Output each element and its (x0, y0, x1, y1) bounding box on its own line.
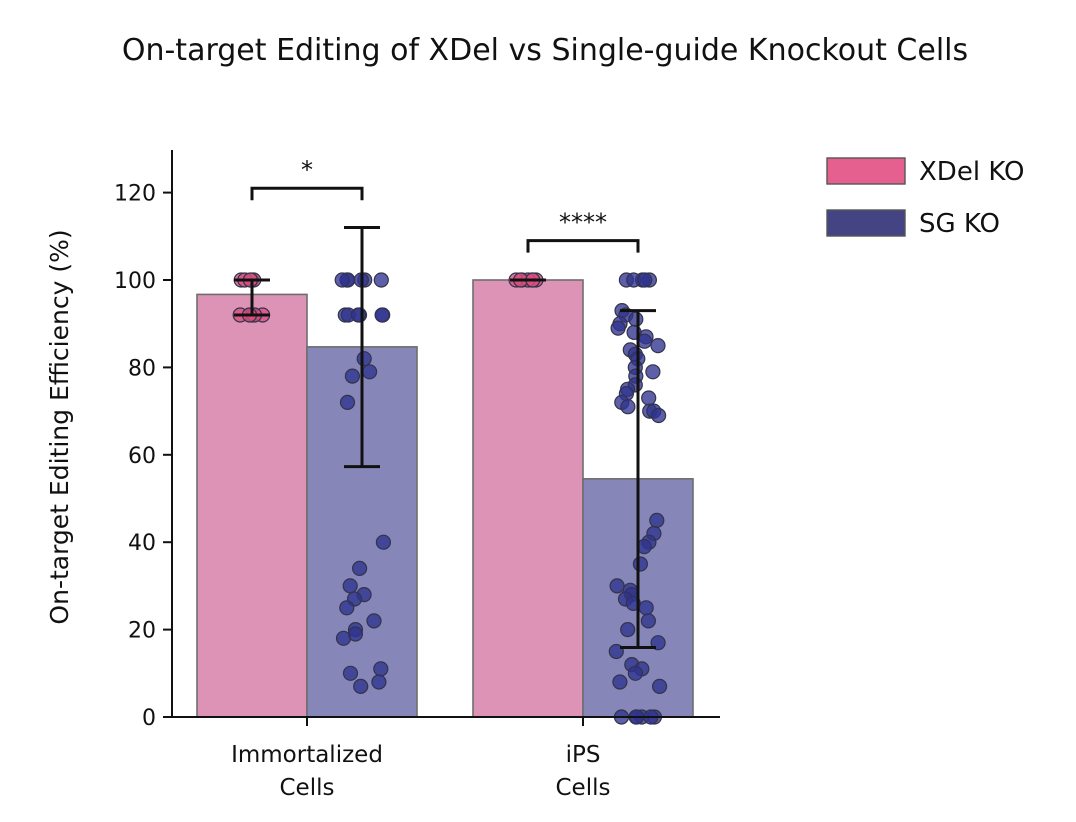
data-point-sg-0-14 (344, 368, 360, 384)
legend-label-xdel: XDel KO (919, 157, 1024, 187)
category-label-1-line2: Cells (556, 775, 611, 801)
y-tick-label-80: 80 (128, 356, 156, 381)
bar-xdel-1 (472, 279, 584, 718)
data-point-sg-0-27 (342, 665, 359, 681)
data-point-sg-0-18 (342, 578, 358, 594)
data-point-sg-0-9 (374, 307, 390, 323)
data-point-sg-1-46 (627, 665, 644, 681)
data-point-sg-1-18 (645, 364, 661, 380)
data-point-sg-0-17 (352, 560, 368, 577)
data-point-sg-1-23 (641, 390, 657, 406)
data-point-sg-1-29 (649, 512, 665, 529)
data-point-sg-1-48 (651, 678, 668, 695)
legend-swatch-sg (826, 209, 906, 237)
category-label-0-line1: Immortalized (231, 742, 383, 768)
data-point-sg-1-25 (620, 399, 636, 415)
significance-bracket-0 (250, 186, 364, 201)
legend: XDel KO SG KO (826, 157, 1024, 239)
legend-swatch-xdel (826, 157, 906, 185)
data-point-sg-0-13 (362, 364, 378, 380)
y-tick-label-120: 120 (114, 182, 156, 207)
data-point-sg-1-28 (650, 407, 667, 424)
y-tick-label-20: 20 (128, 619, 156, 644)
category-label-1-line1: iPS (566, 742, 601, 768)
data-point-sg-1-40 (640, 613, 657, 629)
y-tick-label-40: 40 (128, 531, 156, 556)
data-point-sg-1-47 (612, 674, 628, 690)
data-point-sg-1-43 (608, 643, 624, 660)
significance-label-1: **** (559, 209, 607, 237)
data-point-sg-1-12 (636, 333, 653, 349)
significance-bracket-1 (526, 239, 640, 253)
data-point-sg-0-12 (356, 351, 372, 367)
data-point-sg-1-13 (650, 338, 666, 354)
data-point-sg-1-34 (609, 578, 625, 594)
data-point-sg-0-21 (339, 600, 355, 616)
data-point-sg-0-15 (339, 394, 356, 410)
data-point-sg-0-28 (371, 674, 387, 690)
data-point-sg-1-7 (628, 311, 644, 327)
y-tick-label-60: 60 (128, 444, 156, 469)
data-point-sg-1-39 (638, 600, 654, 616)
data-point-sg-0-22 (366, 613, 382, 629)
data-point-sg-0-26 (373, 661, 389, 677)
plot-area: 0 20 40 60 80 100 120 Immortalized Cells iPS Cells… (114, 150, 720, 801)
data-point-sg-1-9 (610, 320, 626, 336)
data-point-sg-0-4 (334, 272, 350, 288)
y-tick-label-0: 0 (142, 706, 156, 731)
category-label-0-line2: Cells (280, 775, 335, 801)
bar-xdel-0 (196, 293, 308, 718)
chart-title: On-target Editing of XDel vs Single-guid… (122, 33, 968, 68)
y-tick-label-100: 100 (114, 269, 156, 294)
data-point-sg-1-41 (620, 621, 636, 638)
data-point-sg-0-16 (375, 534, 391, 550)
data-point-sg-0-25 (335, 630, 352, 646)
data-point-sg-1-4 (637, 272, 653, 288)
y-axis-label: On-target Editing Efficiency (%) (45, 229, 74, 624)
data-point-sg-0-5 (373, 272, 389, 288)
data-point-sg-0-29 (353, 678, 369, 695)
significance-label-0: * (301, 156, 313, 184)
legend-label-sg: SG KO (919, 209, 1000, 239)
data-point-sg-1-33 (632, 556, 649, 572)
